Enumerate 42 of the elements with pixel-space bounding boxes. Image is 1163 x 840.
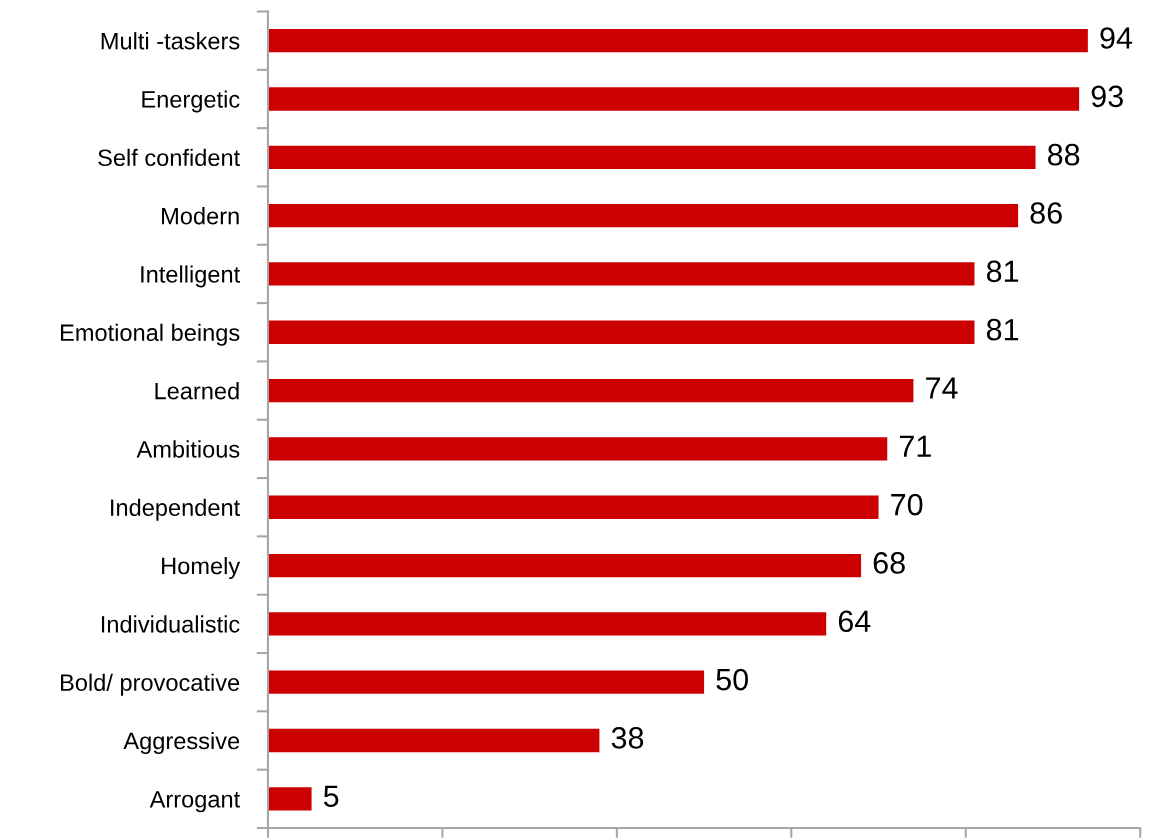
y-tick-label: Homely (162, 556, 241, 579)
bar (267, 145, 1036, 169)
y-tick-label: Multi -taskers (101, 32, 240, 50)
bar (267, 787, 312, 811)
y-tick-label: Intelligent (141, 265, 241, 288)
y-tick-label: Learned (155, 382, 239, 400)
bar (267, 553, 862, 578)
bar (267, 262, 975, 286)
y-tick-label: Emotional beings (60, 323, 240, 346)
y-tick-label: Self confident (98, 148, 241, 167)
bar (267, 203, 1019, 228)
data-label: 81 (986, 260, 1019, 283)
data-label: 70 (891, 493, 923, 516)
bar (267, 495, 879, 519)
y-tick-label: Arrogant (149, 791, 241, 813)
data-label: 5 (323, 785, 339, 808)
bar (267, 728, 600, 753)
data-label: 38 (611, 727, 644, 749)
bar (267, 670, 705, 694)
bar (267, 437, 888, 461)
bar (267, 87, 1080, 111)
data-label: 68 (873, 552, 905, 574)
bar (267, 612, 827, 636)
bar (267, 320, 975, 344)
y-tick-label: Individualistic (101, 615, 240, 633)
y-tick-label: Bold/ provocative (61, 673, 240, 696)
bar (267, 378, 914, 403)
y-tick-label: Independent (111, 498, 241, 521)
data-label: 94 (1100, 27, 1133, 49)
y-tick-label: Aggressive (123, 731, 240, 754)
data-label: 88 (1047, 143, 1080, 166)
y-tick-label: Ambitious (136, 440, 240, 458)
data-label: 93 (1091, 85, 1123, 108)
data-label: 50 (716, 668, 748, 691)
data-label: 86 (1030, 202, 1062, 224)
bar (267, 29, 1088, 53)
data-label: 74 (926, 377, 958, 399)
y-tick-label: Modern (162, 207, 239, 225)
y-tick-label: Energetic (142, 90, 240, 113)
data-label: 64 (838, 610, 871, 633)
data-label: 71 (899, 435, 931, 457)
data-label: 81 (986, 318, 1019, 341)
